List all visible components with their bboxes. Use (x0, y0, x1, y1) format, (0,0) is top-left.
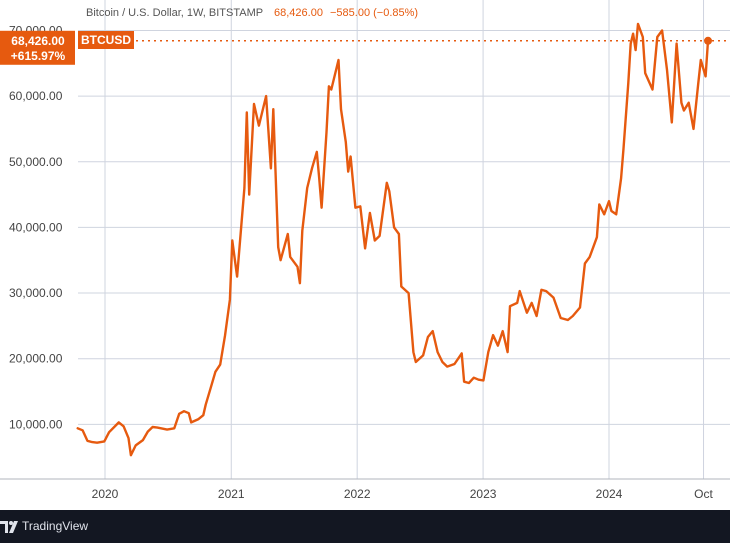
y-axis-ticks: 10,000.00 20,000.00 30,000.00 40,000.00 50,0… (9, 23, 63, 431)
chart-title: Bitcoin / U.S. Dollar, 1W, BITSTAMP (86, 7, 263, 19)
last-price-header: 68,426.00 (274, 7, 323, 19)
x-tick-label: Oct (694, 487, 713, 501)
x-tick-label: 2021 (218, 487, 245, 501)
y-tick-label: 40,000.00 (9, 220, 63, 234)
symbol-badge-bg (78, 31, 134, 49)
footer-bar: TradingView (0, 510, 730, 543)
y-tick-label: 60,000.00 (9, 89, 63, 103)
x-tick-label: 2023 (470, 487, 497, 501)
y-tick-label: 30,000.00 (9, 286, 63, 300)
last-price-marker (704, 36, 713, 45)
y-tick-label: 10,000.00 (9, 417, 63, 431)
x-axis: 2020 2021 2022 2023 2024 Oct (0, 478, 730, 501)
series-line-btcusd (76, 22, 710, 457)
grid (78, 0, 730, 479)
series-layer (76, 22, 730, 457)
y-tick-label: 20,000.00 (9, 352, 63, 366)
tradingview-logo-icon (0, 521, 18, 533)
symbol-badge-label: BTCUSD (81, 33, 131, 47)
price-chart: 10,000.00 20,000.00 30,000.00 40,000.00 50,0… (0, 0, 730, 501)
symbol-badge: BTCUSD (78, 31, 134, 49)
x-tick-label: 2022 (344, 487, 371, 501)
price-badge-bg (0, 30, 75, 65)
footer-brand: TradingView (22, 519, 89, 533)
price-badge: 68,426.00 +615.97% (0, 30, 75, 65)
x-tick-label: 2024 (596, 487, 623, 501)
y-tick-label: 50,000.00 (9, 155, 63, 169)
price-badge-value: 68,426.00 (11, 34, 65, 48)
price-change: −585.00 (−0.85%) (330, 7, 418, 19)
price-badge-percent: +615.97% (11, 49, 66, 63)
x-tick-label: 2020 (92, 487, 119, 501)
